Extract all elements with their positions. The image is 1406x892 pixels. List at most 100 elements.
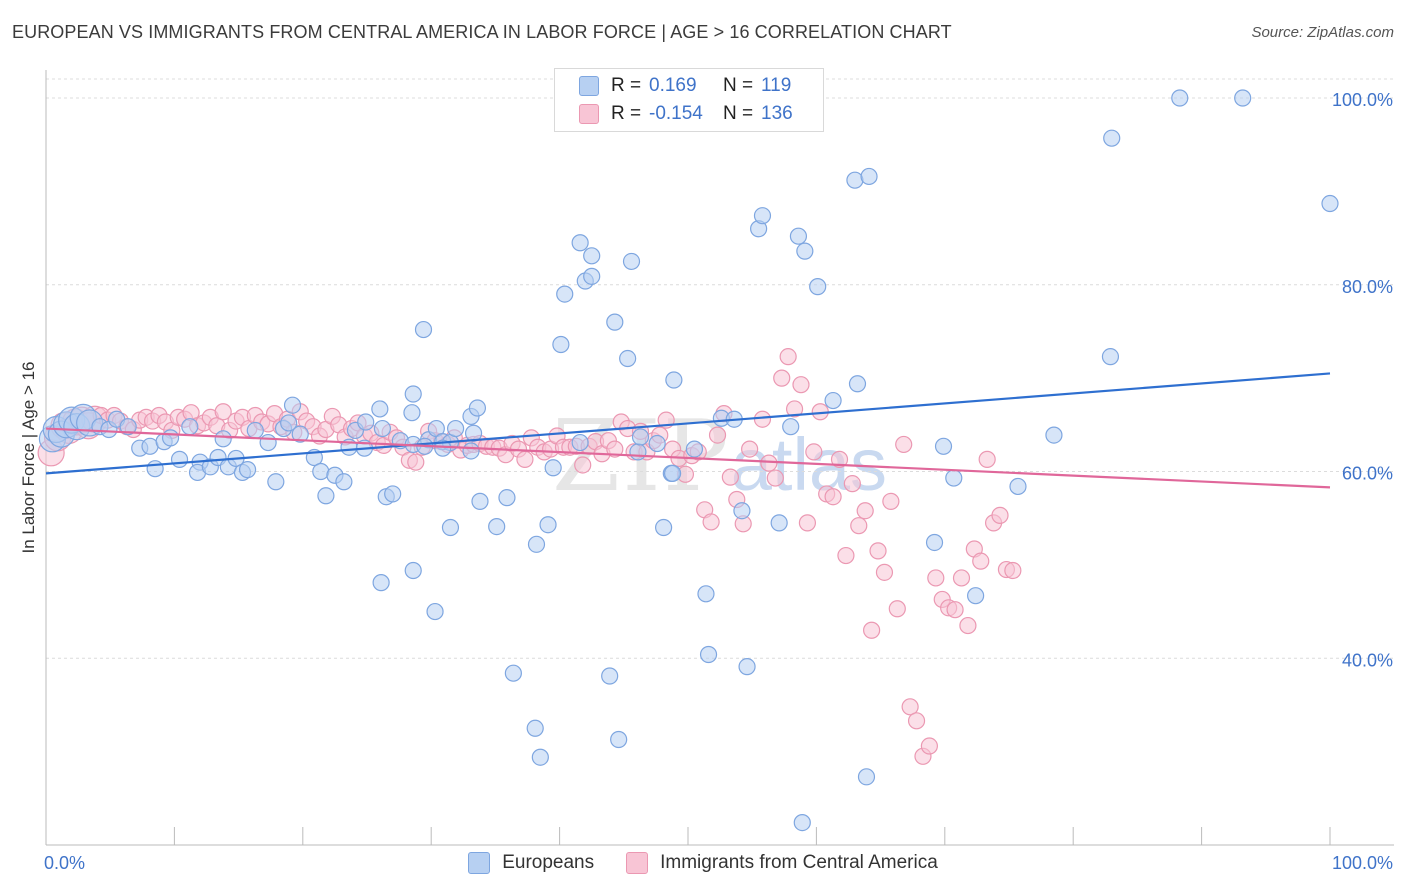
european-point	[371, 400, 389, 418]
european-point	[824, 391, 842, 410]
european-point	[753, 207, 772, 225]
european-point	[601, 667, 619, 685]
european-point	[414, 320, 433, 339]
european-point	[372, 574, 390, 592]
y-tick-label: 40.0%	[1342, 650, 1393, 670]
european-point	[556, 285, 574, 303]
legend-swatch-immigrants	[579, 104, 599, 124]
legend-row-immigrants: R = -0.154 N = 136	[579, 101, 835, 127]
legend-r-value: -0.154	[649, 103, 703, 124]
european-point	[527, 535, 546, 553]
legend-n-label: N =	[723, 103, 754, 124]
european-point	[280, 414, 298, 432]
immigrant-point	[869, 542, 887, 560]
european-point	[1101, 348, 1120, 366]
european-point	[552, 335, 570, 354]
european-point	[488, 517, 506, 536]
european-point	[648, 434, 666, 453]
trend-lines	[45, 372, 1331, 489]
grid-lines	[46, 78, 1394, 659]
european-point	[733, 502, 751, 520]
immigrant-point	[875, 563, 894, 581]
source-note: Source: ZipAtlas.com	[1251, 24, 1394, 41]
immigrant-point	[920, 737, 938, 755]
european-point	[1045, 426, 1063, 444]
european-point	[161, 429, 180, 447]
immigrant-point	[805, 443, 823, 461]
axis-labels: 40.0% 60.0% 80.0% 100.0% 0.0% 100.0% In Labor …	[19, 90, 1393, 873]
european-point	[468, 399, 487, 417]
european-point	[782, 418, 800, 436]
european-point	[619, 349, 637, 368]
european-point	[967, 587, 985, 605]
european-point	[1321, 194, 1339, 213]
immigrants-trend-line	[45, 427, 1331, 489]
european-point	[606, 313, 624, 331]
legend-box: R = 0.169 N = 119 R = -0.154 N = 136	[554, 68, 824, 132]
x-tick-label: 100.0%	[1332, 853, 1393, 873]
european-point	[685, 440, 704, 458]
european-point	[119, 418, 137, 436]
european-point	[610, 730, 628, 749]
european-point	[312, 462, 330, 481]
immigrant-point	[882, 492, 900, 510]
european-point	[809, 278, 827, 296]
immigrant-point	[1004, 561, 1022, 580]
immigrant-point	[214, 403, 232, 421]
european-point	[846, 171, 864, 189]
european-point	[246, 421, 264, 440]
european-point	[283, 396, 302, 414]
european-point	[848, 375, 867, 393]
european-point	[1009, 477, 1027, 496]
european-point	[404, 385, 422, 403]
immigrant-point	[516, 450, 534, 468]
european-point	[544, 459, 562, 477]
y-axis-label: In Labor Force | Age > 16	[19, 361, 38, 553]
european-point	[404, 561, 422, 580]
european-point	[571, 433, 589, 452]
european-point	[373, 419, 392, 438]
european-point	[857, 768, 876, 786]
immigrant-point	[952, 569, 971, 587]
european-point	[267, 473, 285, 491]
data-points	[37, 89, 1339, 832]
immigrant-point	[946, 601, 964, 619]
european-point	[531, 748, 549, 766]
bottom-legend-label-europeans: Europeans	[502, 852, 595, 873]
immigrant-point	[978, 450, 996, 468]
european-point	[945, 469, 963, 487]
immigrant-point	[773, 369, 791, 387]
european-point	[1103, 129, 1121, 147]
european-point	[697, 585, 715, 603]
y-tick-label: 60.0%	[1342, 464, 1393, 484]
immigrant-point	[895, 435, 913, 454]
european-point	[860, 167, 878, 186]
immigrant-point	[760, 454, 778, 472]
european-point	[925, 533, 944, 552]
bottom-legend-swatch-immigrants	[626, 852, 649, 874]
european-point	[462, 442, 480, 460]
immigrant-point	[702, 513, 720, 531]
european-point	[793, 813, 811, 832]
legend-r-label: R =	[611, 75, 642, 96]
immigrant-point	[901, 698, 919, 716]
european-point	[317, 487, 335, 505]
immigrant-point	[824, 488, 842, 506]
european-point	[498, 489, 516, 507]
european-point	[699, 645, 718, 664]
european-point	[571, 234, 589, 252]
european-point	[291, 425, 309, 443]
european-point	[146, 460, 164, 478]
european-point	[335, 473, 353, 491]
european-point	[796, 242, 814, 260]
legend-n-value: 119	[761, 75, 792, 96]
immigrant-point	[779, 348, 797, 366]
legend-r-value: 0.169	[649, 75, 697, 96]
chart-title: EUROPEAN VS IMMIGRANTS FROM CENTRAL AMER…	[12, 22, 952, 42]
immigrant-point	[741, 440, 759, 458]
immigrant-point	[888, 600, 906, 618]
immigrant-point	[927, 569, 945, 587]
european-point	[655, 518, 673, 537]
bottom-legend-item-immigrants: Immigrants from Central America	[626, 852, 938, 874]
immigrant-point	[991, 506, 1009, 524]
